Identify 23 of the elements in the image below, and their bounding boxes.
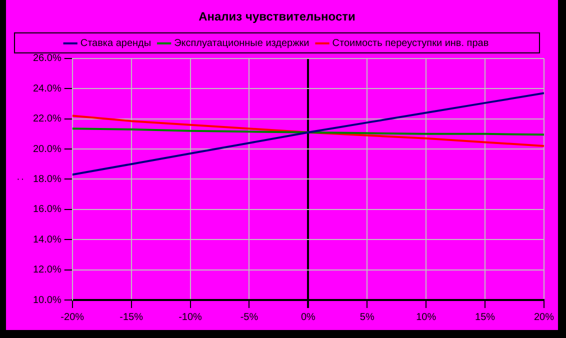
y-tick-label: 22.0% <box>32 114 62 125</box>
x-tick-label: 20% <box>534 312 554 323</box>
x-tick-label: 15% <box>475 312 496 323</box>
y-tick-label: 12.0% <box>32 264 62 276</box>
y-tick-label: 20.0% <box>32 144 62 155</box>
x-tick-label: 0% <box>300 312 316 323</box>
x-tick-label: -15% <box>120 312 144 323</box>
y-tick-label: 14.0% <box>32 234 62 246</box>
x-tick-label: -10% <box>178 312 202 323</box>
y-axis-title: : <box>14 178 26 181</box>
y-tick-label: 24.0% <box>32 83 62 94</box>
legend-label: Стоимость переуступки инв. прав <box>332 38 489 50</box>
y-tick-label: 26.0% <box>32 53 62 64</box>
y-tick-label: 18.0% <box>32 174 62 185</box>
legend-label: Ставка аренды <box>80 38 152 50</box>
chart-title: Анализ чувствительности <box>198 10 356 24</box>
x-tick-label: -20% <box>60 312 84 323</box>
x-tick-label: -5% <box>240 312 258 323</box>
y-tick-label: 16.0% <box>32 204 62 216</box>
x-tick-label: 10% <box>416 312 436 323</box>
x-tick-label: 5% <box>360 312 374 323</box>
y-tick-label: 10.0% <box>32 294 62 306</box>
legend-label: Эксплуатационные издержки <box>174 38 310 50</box>
